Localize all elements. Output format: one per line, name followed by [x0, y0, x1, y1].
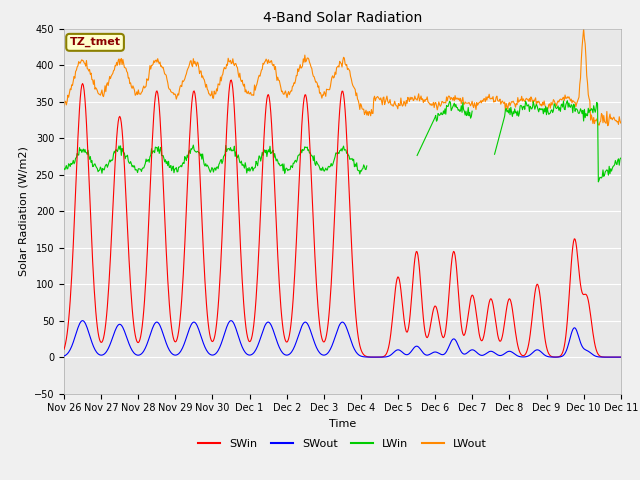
X-axis label: Time: Time — [329, 419, 356, 429]
Y-axis label: Solar Radiation (W/m2): Solar Radiation (W/m2) — [18, 146, 28, 276]
Text: TZ_tmet: TZ_tmet — [70, 37, 120, 48]
Legend: SWin, SWout, LWin, LWout: SWin, SWout, LWin, LWout — [194, 435, 491, 454]
Title: 4-Band Solar Radiation: 4-Band Solar Radiation — [263, 11, 422, 25]
